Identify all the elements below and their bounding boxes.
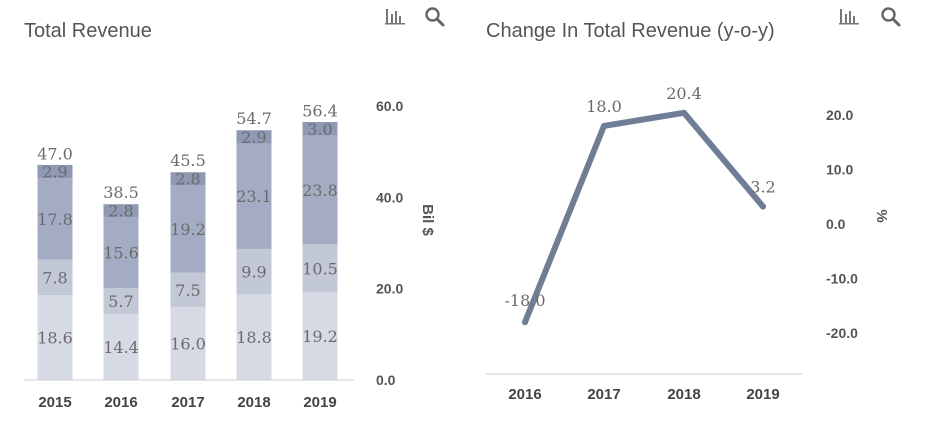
segment-value-label: 19.2 [302, 327, 338, 346]
bar-segment [103, 216, 139, 289]
segment-value-label: 3.0 [307, 120, 332, 139]
segment-value-label: 2.8 [108, 202, 133, 221]
data-point [601, 122, 607, 129]
point-value-label: 20.4 [666, 84, 702, 103]
y-tick-label: -20.0 [826, 325, 858, 341]
segment-value-label: 2.9 [241, 128, 266, 147]
revenue-chart-title: Total Revenue [24, 20, 152, 42]
x-tick-label: 2019 [746, 386, 779, 403]
bar-segment [170, 172, 206, 186]
bar-segment [170, 306, 206, 380]
total-value-label: 54.7 [236, 109, 272, 128]
point-value-label: 18.0 [586, 97, 622, 116]
bar-segment [37, 295, 73, 380]
y-axis-label: Bil $ [419, 204, 436, 236]
bar-segment [236, 248, 272, 295]
data-point [760, 203, 766, 210]
segment-value-label: 2.8 [175, 170, 200, 189]
bar-segment [236, 130, 272, 144]
y-axis-label: % [873, 209, 890, 222]
bar-segment [236, 143, 272, 249]
segment-value-label: 15.6 [103, 244, 139, 263]
bar-segment [302, 244, 338, 293]
x-tick-label: 2017 [171, 394, 204, 411]
series-line [522, 109, 766, 326]
segment-value-label: 17.8 [37, 210, 73, 229]
bar-chart-icon[interactable] [838, 6, 860, 26]
data-point [681, 109, 687, 116]
y-tick-label: 0.0 [376, 372, 396, 388]
x-tick-label: 2018 [667, 386, 700, 403]
segment-value-label: 18.6 [37, 329, 73, 348]
segment-value-label: 14.4 [103, 338, 139, 357]
segment-value-label: 5.7 [108, 292, 133, 311]
y-tick-label: 10.0 [826, 162, 853, 178]
bar-segment [170, 272, 206, 307]
total-value-label: 45.5 [170, 151, 206, 170]
bar-chart-icon[interactable] [384, 6, 406, 26]
total-value-label: 56.4 [302, 101, 338, 120]
bar-segment [103, 204, 139, 217]
bar-segment [103, 288, 139, 315]
bar-segment [37, 178, 73, 260]
segment-value-label: 10.5 [302, 259, 338, 278]
y-tick-label: 0.0 [826, 216, 846, 232]
y-tick-label: 40.0 [376, 189, 403, 205]
x-tick-label: 2019 [303, 394, 336, 411]
x-tick-label: 2016 [508, 386, 541, 403]
y-tick-label: 60.0 [376, 98, 403, 114]
x-tick-label: 2018 [237, 394, 270, 411]
data-point [522, 319, 528, 326]
segment-value-label: 19.2 [170, 220, 206, 239]
x-tick-label: 2016 [104, 394, 137, 411]
segment-value-label: 23.1 [236, 187, 272, 206]
segment-value-label: 2.9 [42, 163, 67, 182]
bar-segment [302, 292, 338, 380]
change-chart-title: Change In Total Revenue (y-o-y) [486, 20, 775, 42]
segment-value-label: 23.8 [302, 181, 338, 200]
segment-value-label: 7.5 [175, 281, 200, 300]
y-tick-label: 20.0 [826, 107, 853, 123]
segment-value-label: 9.9 [241, 263, 266, 282]
total-value-label: 47.0 [37, 144, 73, 163]
point-value-label: 3.2 [750, 178, 775, 197]
bar-segment [302, 135, 338, 245]
bar-segment [302, 121, 338, 136]
search-icon[interactable] [424, 6, 446, 27]
point-value-label: -18.0 [504, 291, 545, 310]
bar-segment [37, 259, 73, 296]
x-tick-label: 2017 [587, 386, 620, 403]
search-icon[interactable] [880, 6, 902, 27]
bar-segment [170, 185, 206, 273]
y-tick-label: -10.0 [826, 271, 858, 287]
y-tick-label: 20.0 [376, 281, 403, 297]
bar-segment [103, 314, 139, 380]
x-tick-label: 2015 [38, 394, 71, 411]
total-value-label: 38.5 [103, 183, 139, 202]
bar-segment [236, 294, 272, 380]
segment-value-label: 18.8 [236, 328, 272, 347]
segment-value-label: 16.0 [170, 334, 206, 353]
segment-value-label: 7.8 [42, 268, 67, 287]
bar-segment [37, 164, 73, 179]
